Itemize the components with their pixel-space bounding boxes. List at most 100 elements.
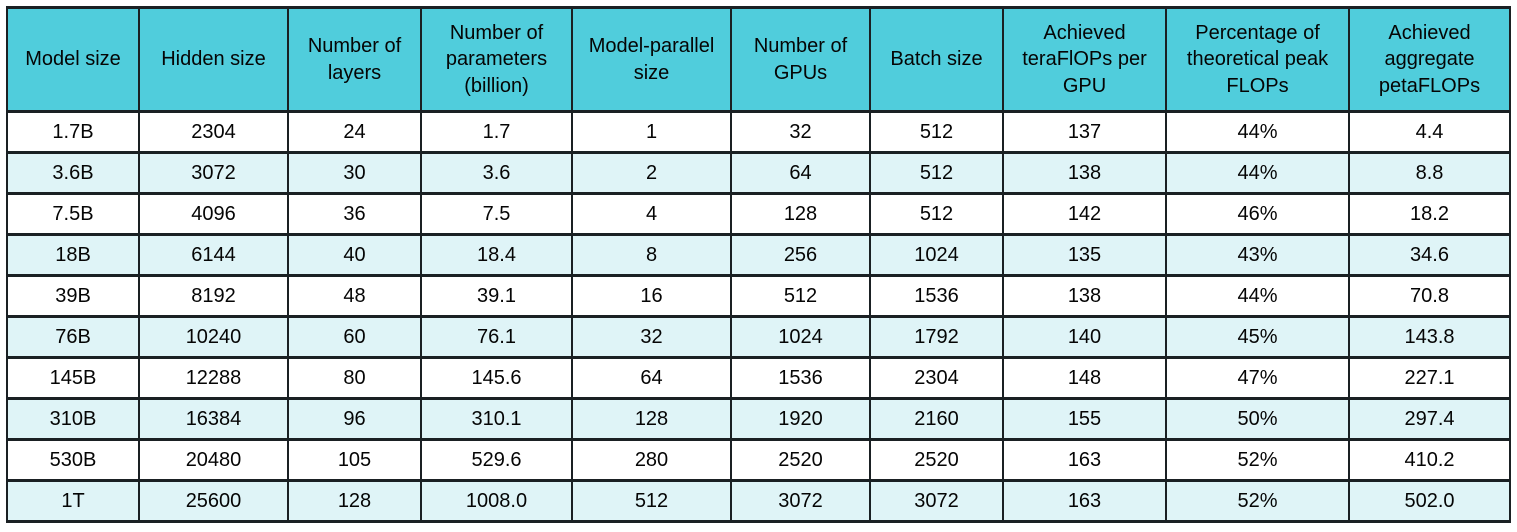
table-cell: 4096 [138, 192, 289, 236]
table-cell: 155 [1002, 397, 1167, 441]
table-cell: 8192 [138, 274, 289, 318]
table-cell: 1008.0 [420, 479, 573, 523]
column-header-achieved-aggregate-petaflops: Achieved aggregate petaFLOPs [1348, 6, 1511, 113]
table-cell: 4 [571, 192, 732, 236]
table-cell: 137 [1002, 110, 1167, 154]
table-cell: 2 [571, 151, 732, 195]
table-cell: 39B [6, 274, 140, 318]
table-cell: 47% [1165, 356, 1350, 400]
table-cell: 3.6 [420, 151, 573, 195]
table-cell: 18B [6, 233, 140, 277]
table-cell: 148 [1002, 356, 1167, 400]
table-row: 145B 12288 80 145.6 64 1536 2304 148 47% 227.1 [6, 356, 1511, 400]
table-cell: 12288 [138, 356, 289, 400]
table-cell: 50% [1165, 397, 1350, 441]
table-cell: 1024 [730, 315, 871, 359]
table-row: 76B 10240 60 76.1 32 1024 1792 140 45% 143.8 [6, 315, 1511, 359]
table-row: 7.5B 4096 36 7.5 4 128 512 142 46% 18.2 [6, 192, 1511, 236]
table-cell: 7.5 [420, 192, 573, 236]
table-cell: 502.0 [1348, 479, 1511, 523]
table-cell: 128 [287, 479, 422, 523]
table-cell: 34.6 [1348, 233, 1511, 277]
table-cell: 52% [1165, 479, 1350, 523]
table-cell: 64 [571, 356, 732, 400]
table-cell: 24 [287, 110, 422, 154]
table-cell: 44% [1165, 274, 1350, 318]
table-cell: 60 [287, 315, 422, 359]
table-body: 1.7B 2304 24 1.7 1 32 512 137 44% 4.4 3.6B 3072 30 3.… [6, 110, 1511, 523]
table-cell: 8.8 [1348, 151, 1511, 195]
table-cell: 135 [1002, 233, 1167, 277]
table-cell: 410.2 [1348, 438, 1511, 482]
table-cell: 1920 [730, 397, 871, 441]
table-cell: 44% [1165, 110, 1350, 154]
table-cell: 140 [1002, 315, 1167, 359]
table-cell: 163 [1002, 438, 1167, 482]
table-cell: 20480 [138, 438, 289, 482]
table-cell: 52% [1165, 438, 1350, 482]
column-header-batch-size: Batch size [869, 6, 1004, 113]
table-header: Model size Hidden size Number of layers … [6, 6, 1511, 113]
table-cell: 16 [571, 274, 732, 318]
table-cell: 3072 [138, 151, 289, 195]
table-cell: 1024 [869, 233, 1004, 277]
table-cell: 6144 [138, 233, 289, 277]
table-cell: 44% [1165, 151, 1350, 195]
table-cell: 1 [571, 110, 732, 154]
table-cell: 128 [730, 192, 871, 236]
table-cell: 32 [571, 315, 732, 359]
table-cell: 1792 [869, 315, 1004, 359]
table-cell: 1.7B [6, 110, 140, 154]
table-cell: 25600 [138, 479, 289, 523]
table-cell: 16384 [138, 397, 289, 441]
table-cell: 18.4 [420, 233, 573, 277]
table-cell: 105 [287, 438, 422, 482]
table-cell: 138 [1002, 274, 1167, 318]
table-cell: 143.8 [1348, 315, 1511, 359]
table-row: 530B 20480 105 529.6 280 2520 2520 163 52% 410.2 [6, 438, 1511, 482]
column-header-model-parallel-size: Model-parallel size [571, 6, 732, 113]
table-cell: 512 [869, 110, 1004, 154]
table-cell: 76B [6, 315, 140, 359]
column-header-model-size: Model size [6, 6, 140, 113]
table-cell: 10240 [138, 315, 289, 359]
table-cell: 310.1 [420, 397, 573, 441]
table-cell: 138 [1002, 151, 1167, 195]
table-cell: 128 [571, 397, 732, 441]
table-row: 18B 6144 40 18.4 8 256 1024 135 43% 34.6 [6, 233, 1511, 277]
table-cell: 30 [287, 151, 422, 195]
column-header-percentage-theoretical-peak-flops: Percentage of theoretical peak FLOPs [1165, 6, 1350, 113]
table-cell: 2160 [869, 397, 1004, 441]
table-cell: 512 [869, 151, 1004, 195]
table-cell: 2304 [869, 356, 1004, 400]
column-header-achieved-teraflops-per-gpu: Achieved teraFlOPs per GPU [1002, 6, 1167, 113]
table-cell: 1T [6, 479, 140, 523]
table-cell: 96 [287, 397, 422, 441]
table-cell: 2520 [869, 438, 1004, 482]
table-row: 1T 25600 128 1008.0 512 3072 3072 163 52% 502.0 [6, 479, 1511, 523]
table-cell: 76.1 [420, 315, 573, 359]
table-cell: 64 [730, 151, 871, 195]
table-cell: 43% [1165, 233, 1350, 277]
table-cell: 7.5B [6, 192, 140, 236]
table-cell: 256 [730, 233, 871, 277]
table-cell: 8 [571, 233, 732, 277]
table-row: 3.6B 3072 30 3.6 2 64 512 138 44% 8.8 [6, 151, 1511, 195]
table-cell: 45% [1165, 315, 1350, 359]
column-header-number-of-layers: Number of layers [287, 6, 422, 113]
table-row: 310B 16384 96 310.1 128 1920 2160 155 50% 297.4 [6, 397, 1511, 441]
table-cell: 142 [1002, 192, 1167, 236]
table-cell: 512 [869, 192, 1004, 236]
table-cell: 530B [6, 438, 140, 482]
table-cell: 39.1 [420, 274, 573, 318]
table-cell: 529.6 [420, 438, 573, 482]
table-cell: 1536 [730, 356, 871, 400]
table-cell: 145.6 [420, 356, 573, 400]
table-cell: 18.2 [1348, 192, 1511, 236]
table-cell: 512 [730, 274, 871, 318]
table-cell: 163 [1002, 479, 1167, 523]
table-cell: 1.7 [420, 110, 573, 154]
table-cell: 3.6B [6, 151, 140, 195]
table-cell: 1536 [869, 274, 1004, 318]
table-cell: 46% [1165, 192, 1350, 236]
